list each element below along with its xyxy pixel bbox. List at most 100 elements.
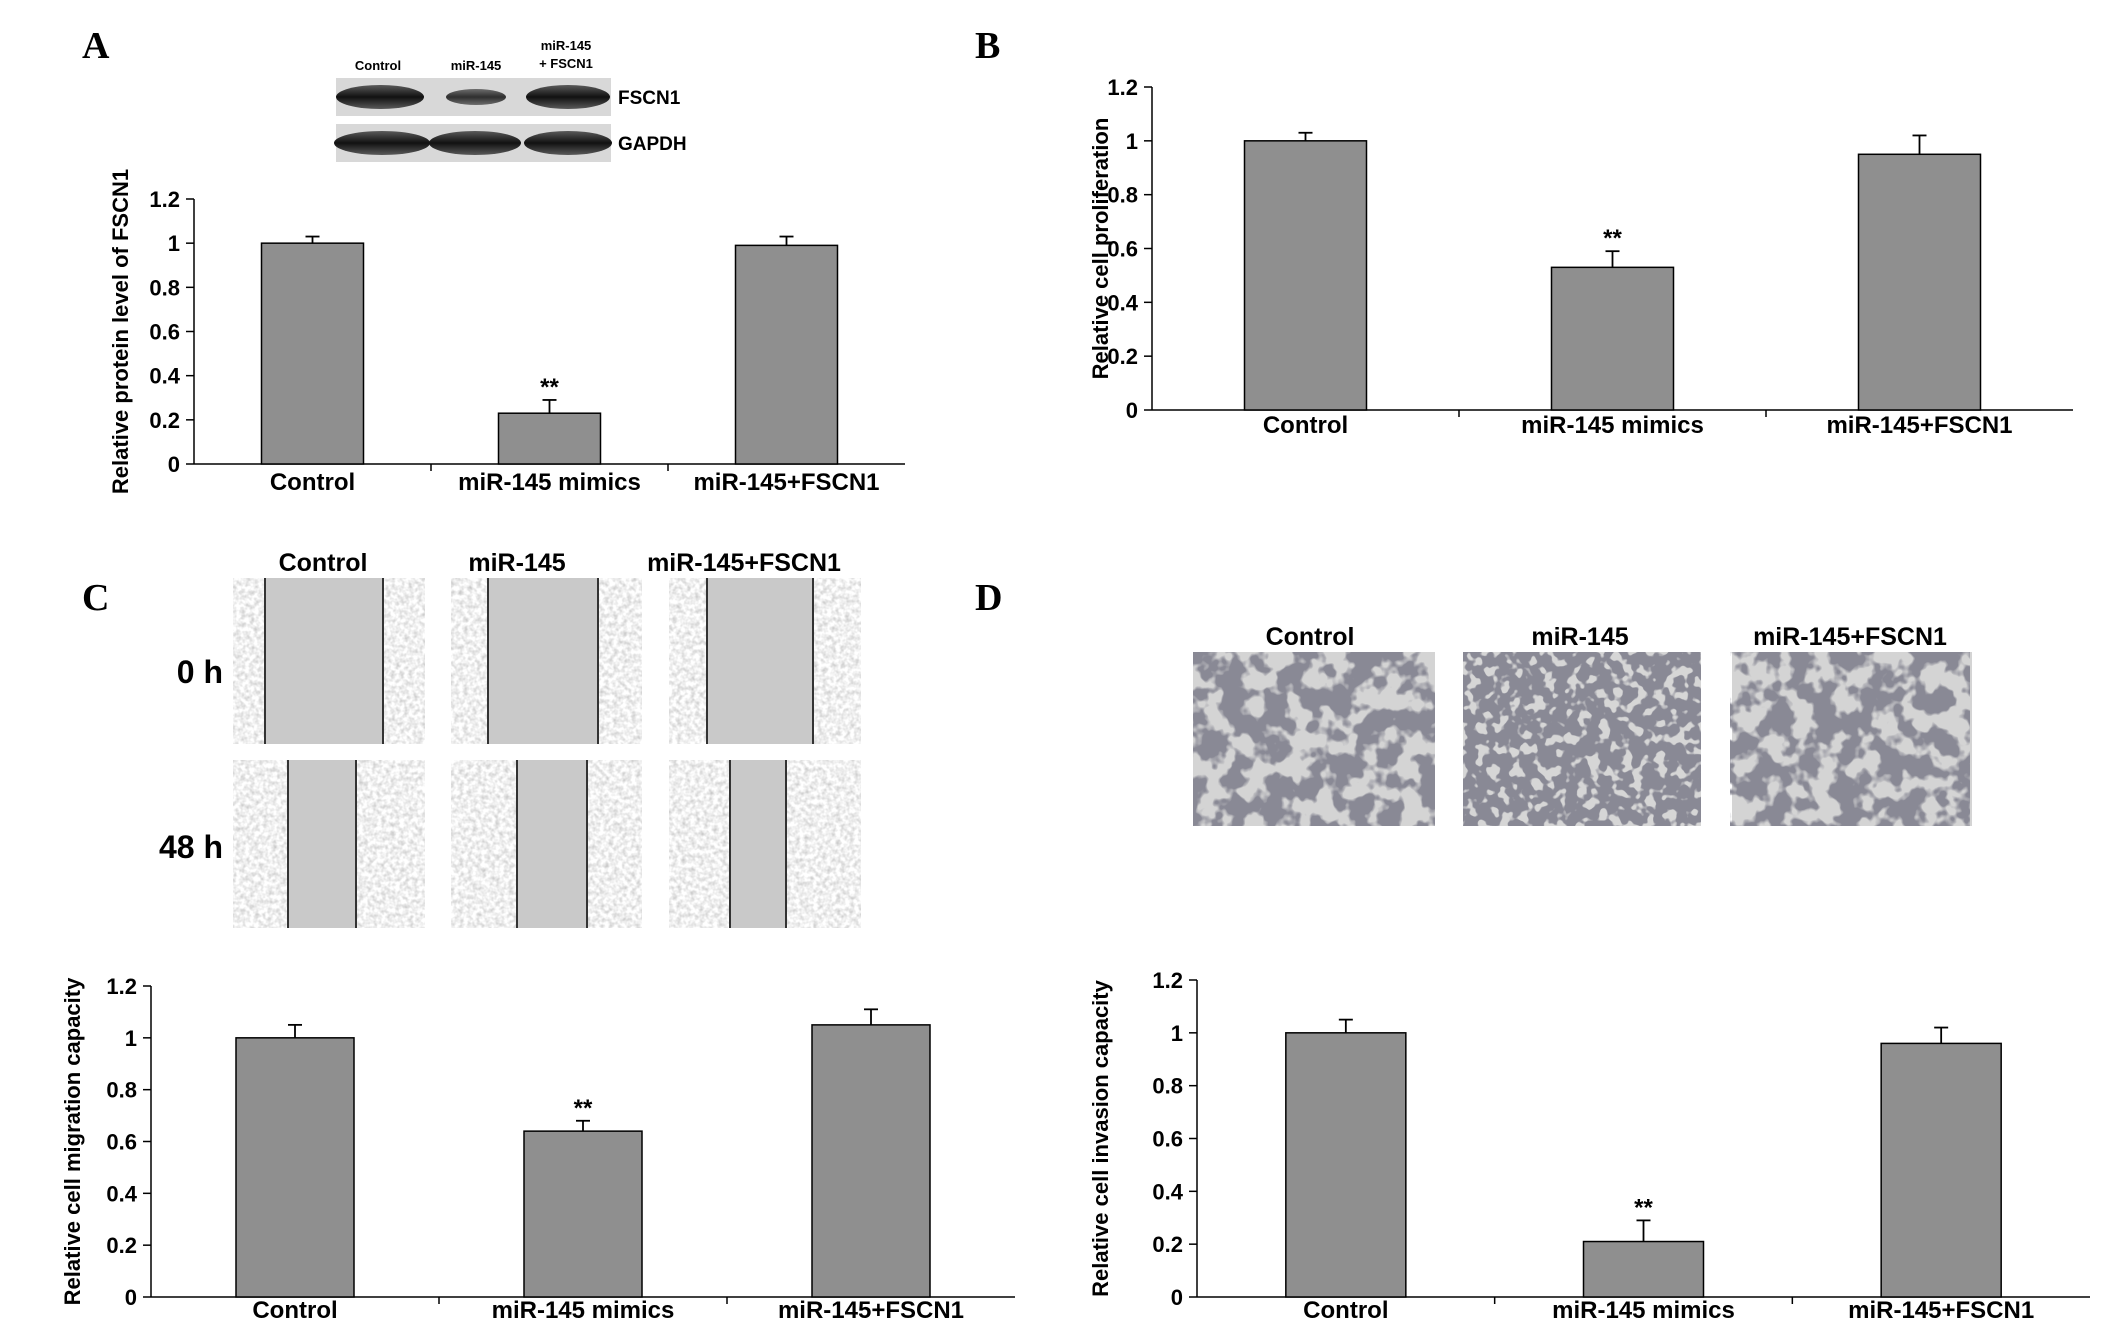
y-tick-label-a: 1.2: [149, 187, 180, 212]
y-tick-label-c: 1: [125, 1026, 137, 1051]
category-label-a-2: miR-145+FSCN1: [693, 469, 879, 496]
wound-healing-images: Control miR-145 miR-145+FSCN1 0 h 48 h: [159, 549, 861, 928]
category-label-c-0: Control: [252, 1297, 337, 1323]
bar-c-2: [811, 1024, 931, 1298]
significance-a-1: **: [540, 374, 559, 401]
y-tick-label-b: 0.6: [1107, 237, 1138, 262]
band-gapdh-mir145-fscn1: [524, 131, 612, 155]
y-tick-label-a: 0: [168, 452, 180, 477]
band-gapdh-mir145: [429, 131, 521, 155]
y-tick-label-d: 0.4: [1152, 1179, 1183, 1204]
y-tick-label-d: 0.6: [1152, 1127, 1183, 1152]
y-tick-label-b: 0: [1126, 398, 1138, 423]
y-axis-label-a: Relative protein level of FSCN1: [108, 169, 133, 494]
y-tick-label-a: 0.6: [149, 320, 180, 345]
y-tick-label-d: 1.2: [1152, 968, 1183, 993]
invasion-col-mir145: miR-145: [1531, 623, 1628, 651]
y-tick-label-a: 0.4: [149, 364, 180, 389]
blot-col-control: Control: [355, 58, 401, 73]
panel-letter-c: C: [82, 577, 109, 619]
category-label-b-2: miR-145+FSCN1: [1826, 412, 2012, 439]
bar-d-1: [1582, 1240, 1705, 1298]
category-label-b-0: Control: [1263, 412, 1348, 439]
category-label-a-1: miR-145 mimics: [458, 469, 641, 496]
migration-col-mir145: miR-145: [468, 549, 565, 577]
panel-letter-d: D: [975, 577, 1002, 619]
panel-letter-a: A: [82, 25, 110, 67]
significance-b-1: **: [1603, 225, 1622, 252]
band-fscn1-control: [336, 85, 424, 109]
y-tick-label-b: 0.2: [1107, 344, 1138, 369]
y-tick-label-c: 0.4: [106, 1181, 137, 1206]
y-tick-label-a: 0.2: [149, 408, 180, 433]
y-tick-label-b: 0.4: [1107, 290, 1138, 315]
y-tick-label-a: 1: [168, 231, 180, 256]
y-tick-label-d: 1: [1171, 1021, 1183, 1046]
bar-b-1: [1550, 266, 1675, 411]
bar-a-2: [734, 244, 839, 465]
y-tick-label-b: 0.8: [1107, 183, 1138, 208]
y-tick-label-d: 0.8: [1152, 1074, 1183, 1099]
row-label-0h: 0 h: [177, 654, 223, 690]
micrograph-mir145-0h: [451, 578, 642, 744]
micrograph-mir145-fscn1-0h: [669, 578, 861, 744]
y-tick-label-a: 0.8: [149, 275, 180, 300]
category-label-c-1: miR-145 mimics: [492, 1297, 675, 1323]
micrograph-mir145-48h: [451, 760, 642, 928]
y-tick-label-d: 0: [1171, 1285, 1183, 1310]
bar-d-0: [1285, 1032, 1407, 1298]
y-tick-label-c: 0.2: [106, 1233, 137, 1258]
micrograph-control-0h: [233, 578, 425, 744]
blot-col-mir145-fscn1-line1: miR-145: [541, 38, 592, 53]
y-axis-label-b: Relative cell proliferation: [1088, 118, 1113, 380]
bar-c-0: [235, 1037, 355, 1298]
invasion-col-mir145-fscn1: miR-145+FSCN1: [1753, 623, 1947, 651]
blot-col-mir145: miR-145: [451, 58, 502, 73]
micrograph-mir145-fscn1-48h: [669, 760, 861, 928]
transwell-image-mir145-fscn1: [1730, 652, 1972, 826]
significance-d-1: **: [1634, 1194, 1653, 1221]
y-tick-label-b: 1: [1126, 129, 1138, 154]
category-label-d-0: Control: [1303, 1297, 1388, 1323]
blot-col-mir145-fscn1-line2: + FSCN1: [539, 56, 593, 71]
bar-a-0: [260, 242, 365, 465]
y-tick-label-c: 0.6: [106, 1130, 137, 1155]
chart-protein-level: 0 0.2 0.4 0.6 0.8 1 1.2 Control ** miR-145 mimics…: [108, 169, 905, 496]
bar-b-0: [1243, 140, 1368, 411]
category-label-a-0: Control: [270, 469, 355, 496]
y-tick-label-c: 0: [125, 1285, 137, 1310]
blot-label-fscn1: FSCN1: [618, 88, 681, 109]
bar-a-1: [497, 412, 602, 465]
chart-proliferation: 0 0.2 0.4 0.6 0.8 1 1.2 Control ** miR-145 mimics…: [1088, 75, 2073, 439]
migration-col-control: Control: [279, 549, 368, 577]
significance-c-1: **: [574, 1095, 593, 1122]
band-fscn1-mir145: [446, 89, 506, 105]
blot-label-gapdh: GAPDH: [618, 134, 687, 155]
panel-letter-b: B: [975, 25, 1000, 67]
y-axis-label-c: Relative cell migration capacity: [60, 977, 85, 1305]
bar-c-1: [523, 1130, 643, 1298]
category-label-c-2: miR-145+FSCN1: [778, 1297, 964, 1323]
category-label-d-1: miR-145 mimics: [1552, 1297, 1735, 1323]
y-tick-label-c: 1.2: [106, 974, 137, 999]
y-tick-label-d: 0.2: [1152, 1232, 1183, 1257]
invasion-col-control: Control: [1266, 623, 1355, 651]
western-blot: Control miR-145 miR-145 + FSCN1 FSCN1 GA…: [334, 38, 687, 162]
band-gapdh-control: [334, 131, 430, 155]
chart-migration: 0 0.2 0.4 0.6 0.8 1 1.2 Control ** miR-145 mimics…: [60, 974, 1015, 1323]
invasion-images: Control miR-145 miR-145+FSCN1: [1193, 623, 1972, 826]
row-label-48h: 48 h: [159, 829, 223, 865]
micrograph-control-48h: [233, 760, 425, 928]
y-axis-label-d: Relative cell invasion capacity: [1088, 979, 1113, 1296]
migration-col-mir145-fscn1: miR-145+FSCN1: [647, 549, 841, 577]
band-fscn1-mir145-fscn1: [526, 85, 610, 109]
bar-d-2: [1880, 1042, 2002, 1298]
category-label-b-1: miR-145 mimics: [1521, 412, 1704, 439]
y-tick-label-b: 1.2: [1107, 75, 1138, 100]
chart-invasion: 0 0.2 0.4 0.6 0.8 1 1.2 Control ** miR-145 mimics…: [1088, 968, 2090, 1323]
category-label-d-2: miR-145+FSCN1: [1848, 1297, 2034, 1323]
transwell-image-mir145: [1463, 652, 1701, 826]
transwell-image-control: [1193, 652, 1435, 826]
bar-b-2: [1857, 153, 1982, 411]
